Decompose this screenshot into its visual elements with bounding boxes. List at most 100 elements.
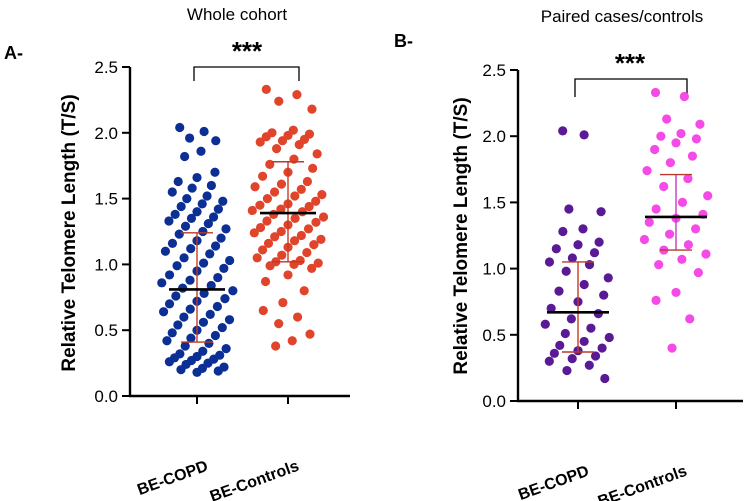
data-point: [579, 336, 589, 347]
data-point: [172, 261, 182, 271]
data-point: [685, 314, 695, 324]
x-tick-label: BE-Controls: [596, 463, 690, 501]
data-point: [593, 309, 603, 319]
data-point: [311, 217, 321, 227]
data-point: [186, 333, 196, 343]
data-point: [221, 224, 231, 234]
data-point: [176, 365, 186, 375]
y-tick-label: 2.5: [482, 61, 506, 80]
panel-a-title: Whole cohort: [187, 5, 287, 24]
data-point: [695, 119, 705, 129]
data-point: [651, 295, 661, 305]
data-point: [651, 204, 661, 214]
panel-a-y-axis-label: Relative Telomere Length (T/S): [59, 94, 80, 371]
significance-bracket: [193, 66, 300, 81]
data-point: [277, 136, 288, 146]
data-point: [174, 229, 184, 239]
data-point: [180, 341, 190, 351]
data-point: [255, 222, 266, 233]
data-point: [642, 166, 652, 176]
data-point: [173, 320, 183, 330]
data-point: [204, 338, 214, 348]
data-point: [671, 287, 681, 298]
data-point: [213, 204, 223, 214]
data-point: [677, 254, 687, 264]
data-point: [579, 279, 589, 290]
data-point: [683, 240, 693, 250]
data-point: [546, 303, 556, 313]
data-point: [212, 301, 223, 312]
y-tick-label: 1.0: [94, 255, 118, 274]
panel-a-label: A-: [4, 43, 23, 63]
data-point: [594, 237, 604, 247]
data-point: [220, 294, 230, 304]
data-point: [197, 199, 207, 209]
data-point: [213, 366, 223, 376]
data-point: [671, 138, 681, 148]
panel-b-label: B-: [394, 31, 413, 51]
data-point: [276, 179, 287, 189]
y-tick-label: 1.5: [482, 193, 506, 212]
data-point: [170, 209, 180, 219]
data-point: [656, 131, 666, 141]
data-point: [567, 354, 577, 364]
y-tick-label: 2.5: [94, 58, 118, 77]
data-point: [687, 151, 698, 161]
data-point: [179, 312, 189, 322]
data-point: [558, 226, 568, 237]
data-point: [196, 146, 206, 156]
data-point: [304, 201, 314, 212]
data-point: [216, 233, 226, 243]
data-point: [224, 315, 235, 325]
data-point: [564, 204, 574, 214]
y-tick-label: 2.0: [482, 127, 506, 146]
y-tick-label: 2.0: [94, 124, 118, 143]
data-point: [292, 312, 303, 322]
data-point: [596, 207, 606, 217]
x-tick-label: BE-COPD: [135, 458, 210, 499]
panel-a-significance-stars: ***: [232, 36, 263, 66]
data-point: [271, 341, 281, 351]
data-point: [265, 261, 275, 271]
data-point: [225, 255, 235, 266]
data-point: [205, 249, 215, 259]
data-point: [198, 226, 208, 237]
data-point: [677, 197, 688, 207]
data-point: [167, 238, 178, 248]
data-point: [211, 136, 221, 146]
data-point: [551, 244, 561, 254]
data-point: [167, 187, 177, 197]
data-point: [313, 258, 323, 268]
data-point: [590, 351, 601, 361]
data-point: [567, 253, 577, 263]
data-point: [221, 344, 231, 354]
data-point: [179, 253, 189, 263]
data-point: [261, 84, 271, 94]
data-point: [173, 176, 183, 187]
data-point: [185, 133, 195, 143]
data-point: [311, 196, 321, 206]
data-point: [307, 263, 317, 273]
data-point: [294, 140, 304, 150]
data-point: [303, 224, 314, 234]
data-point: [544, 356, 554, 366]
data-point: [252, 253, 262, 263]
y-tick-label: 1.5: [94, 190, 118, 209]
data-point: [644, 217, 654, 227]
data-point: [160, 246, 171, 256]
data-point: [597, 343, 607, 353]
data-point: [255, 137, 265, 147]
data-point: [203, 219, 213, 229]
data-point: [185, 275, 195, 285]
data-point: [182, 194, 192, 204]
data-point: [199, 126, 209, 137]
data-point: [206, 180, 216, 191]
data-point: [604, 332, 614, 343]
data-point: [289, 236, 300, 246]
data-point: [186, 244, 196, 254]
data-point: [247, 205, 257, 216]
data-point: [269, 209, 279, 219]
data-point: [258, 171, 268, 181]
data-point: [178, 283, 188, 293]
data-point: [599, 290, 609, 300]
